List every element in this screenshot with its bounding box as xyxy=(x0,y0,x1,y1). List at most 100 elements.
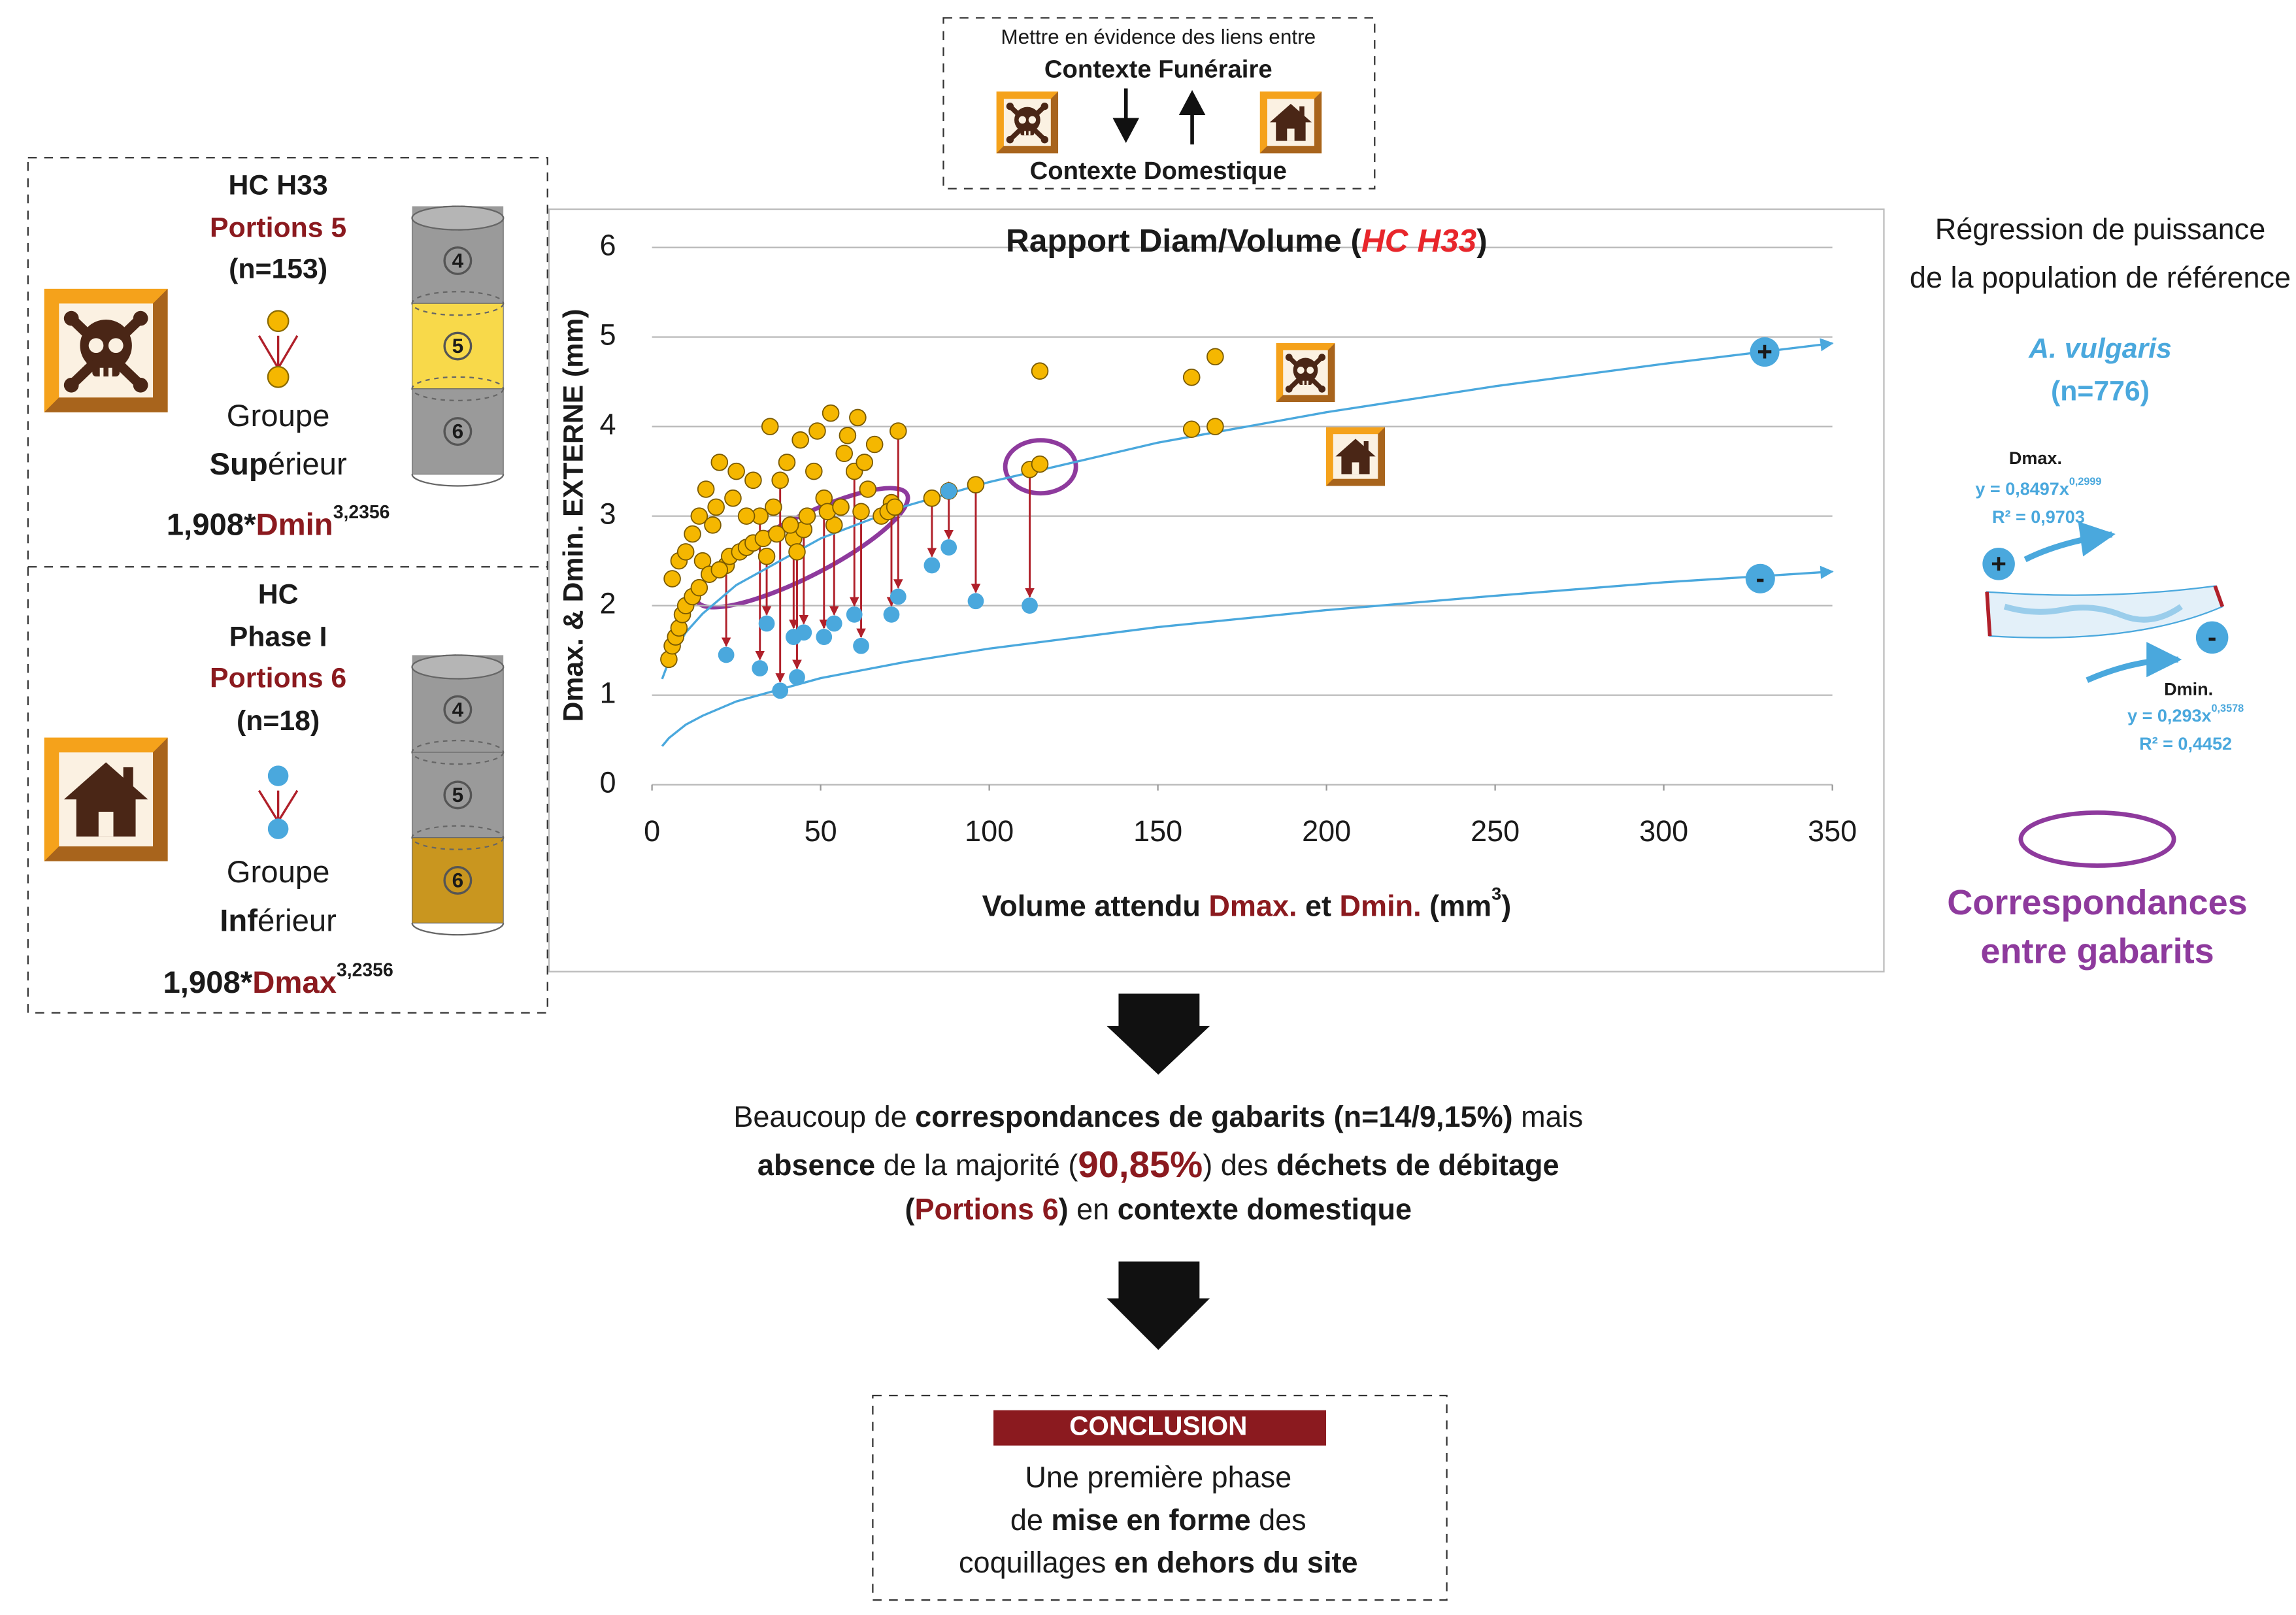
findings-text: Beaucoup de correspondances de gabarits … xyxy=(733,1100,1583,1133)
panel-level: Supérieur xyxy=(210,448,347,482)
upper-group-symbol xyxy=(258,310,299,388)
conclusion-title: CONCLUSION xyxy=(1069,1410,1247,1440)
flow-arrow xyxy=(1106,1261,1210,1350)
x-tick-label: 100 xyxy=(965,814,1014,848)
text-run: des xyxy=(1251,1503,1306,1537)
domestic-icon xyxy=(1325,427,1386,486)
x-tick-label: 350 xyxy=(1808,814,1857,848)
reference-legend2: entre gabarits xyxy=(1980,932,2214,971)
text-run: Contexte Domestique xyxy=(1030,157,1287,185)
x-tick-label: 0 xyxy=(644,814,660,848)
text-run: ) xyxy=(1476,223,1488,259)
panel-portions: Portions 6 xyxy=(210,663,346,694)
text-run: Inf xyxy=(220,904,258,939)
cylinder-badge xyxy=(443,780,473,810)
reference-species: A. vulgaris xyxy=(2028,333,2172,365)
data-point xyxy=(727,462,745,480)
text-run: Groupe xyxy=(227,399,330,433)
text-run: Dmax. xyxy=(2009,448,2062,468)
text-run: ) xyxy=(1059,1193,1069,1226)
x-tick-label: 300 xyxy=(1639,814,1688,848)
text-run: contexte domestique xyxy=(1118,1193,1412,1226)
text-run: ) xyxy=(1501,890,1511,923)
text-run: Dmin. xyxy=(1340,890,1422,923)
match-ellipse xyxy=(1003,438,1078,496)
chart-title: Rapport Diam/Volume (HC H33) xyxy=(1006,223,1488,259)
data-point xyxy=(865,435,884,454)
header-intro: Mettre en évidence des liens entre xyxy=(1001,25,1316,48)
data-point xyxy=(778,454,796,471)
y-tick-label: 3 xyxy=(600,497,616,531)
cylinder-rim xyxy=(411,376,505,401)
data-point xyxy=(704,516,722,534)
reference-line2: de la population de référence xyxy=(1910,261,2291,294)
data-point xyxy=(684,525,701,543)
x-tick-label: 200 xyxy=(1302,814,1351,848)
data-point xyxy=(852,503,870,521)
y-tick-label: 6 xyxy=(600,229,616,262)
cylinder-bottom xyxy=(411,474,505,487)
cylinder-segment xyxy=(411,388,504,475)
panel-group: Groupe xyxy=(227,399,330,433)
data-point xyxy=(883,606,900,623)
cylinder-top xyxy=(411,654,505,680)
data-point xyxy=(849,408,867,427)
data-point xyxy=(724,489,742,507)
cylinder-badge xyxy=(443,695,473,724)
regression-curve xyxy=(661,565,1834,747)
text-run: Portions 6 xyxy=(915,1193,1059,1226)
conclusion-banner xyxy=(993,1410,1326,1446)
text-run: Portions 5 xyxy=(210,212,346,244)
cylinder-label: 5 xyxy=(452,783,464,807)
data-point xyxy=(798,507,816,525)
text-run: coquillages xyxy=(959,1546,1114,1579)
panel-group: Groupe xyxy=(227,855,330,890)
text-run: en dehors du site xyxy=(1114,1546,1358,1579)
data-point xyxy=(758,615,775,632)
text-run: ( xyxy=(905,1193,915,1226)
conclusion-text: coquillages en dehors du site xyxy=(959,1546,1357,1579)
x-tick-label: 250 xyxy=(1471,814,1520,848)
data-point xyxy=(856,454,873,471)
x-tick-label: 50 xyxy=(805,814,837,848)
text-run: y = 0,8497x xyxy=(1975,479,2069,499)
cylinder-label: 6 xyxy=(452,420,464,443)
data-point xyxy=(690,578,708,597)
data-point xyxy=(781,516,799,534)
panel-phase: Phase I xyxy=(229,622,327,653)
cylinder-segment xyxy=(411,837,504,924)
panel-count: (n=153) xyxy=(229,254,327,285)
text-run: (n=18) xyxy=(237,705,320,737)
data-point xyxy=(832,498,850,516)
data-point xyxy=(1031,362,1049,380)
panel-portions: Portions 5 xyxy=(210,212,346,244)
data-point xyxy=(772,682,789,699)
findings-text: absence de la majorité (90,85%) des déch… xyxy=(757,1144,1559,1185)
conclusion-text: Une première phase xyxy=(1025,1460,1291,1493)
shell-marker-label: - xyxy=(2208,622,2217,652)
reference-dmin-r2: R² = 0,4452 xyxy=(2139,734,2232,754)
data-point xyxy=(808,422,826,440)
panel-site: HC H33 xyxy=(229,170,328,201)
data-point xyxy=(1206,418,1224,435)
chart-frame xyxy=(548,208,1885,973)
data-point xyxy=(710,561,729,579)
cylinder-label: 4 xyxy=(452,248,464,272)
text-run: HC H33 xyxy=(1361,223,1476,259)
data-point xyxy=(707,498,725,516)
text-run: et xyxy=(1297,890,1340,923)
data-point xyxy=(744,471,762,490)
text-run: Groupe xyxy=(227,855,330,890)
cylinder-badge xyxy=(443,246,473,275)
curve-marker xyxy=(1750,337,1780,367)
text-run: Dmin. xyxy=(2164,680,2213,699)
y-tick-label: 5 xyxy=(600,318,616,352)
cylinder-bottom xyxy=(411,923,505,936)
text-run: 1,908* xyxy=(167,508,256,542)
data-point xyxy=(859,480,877,498)
header-funerary: Contexte Funéraire xyxy=(1044,56,1273,84)
text-run: Dmax xyxy=(252,965,337,1000)
data-point xyxy=(788,543,806,561)
data-point xyxy=(923,489,941,507)
